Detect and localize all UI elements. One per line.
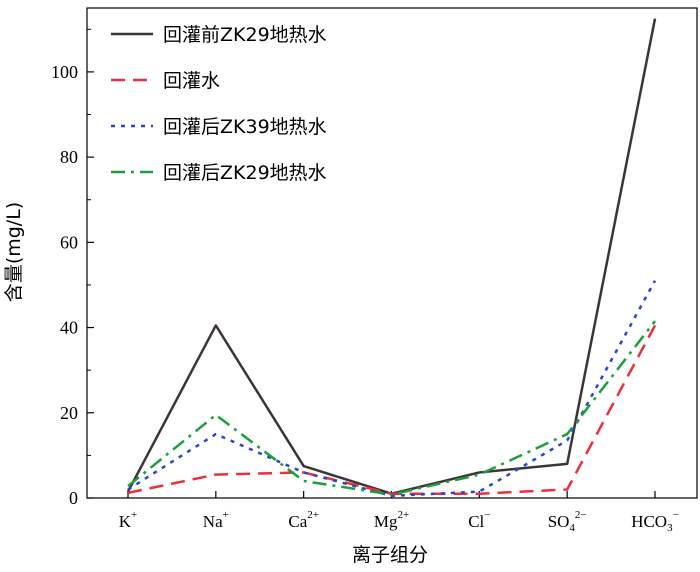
x-tick-label: SO42− bbox=[548, 509, 587, 534]
y-tick-label: 20 bbox=[60, 403, 78, 423]
x-tick-label: Ca2+ bbox=[288, 509, 319, 531]
y-tick-label: 60 bbox=[60, 232, 78, 252]
series-line-3 bbox=[127, 280, 657, 498]
legend-label-3: 回灌后ZK39地热水 bbox=[163, 116, 327, 138]
x-tick-label: K+ bbox=[119, 509, 138, 531]
x-tick-label: Cl− bbox=[468, 509, 490, 531]
y-tick-label: 0 bbox=[69, 488, 78, 508]
y-tick-label: 100 bbox=[51, 62, 78, 82]
y-axis-label: 含量(mg/L) bbox=[3, 202, 25, 302]
y-tick-label: 80 bbox=[60, 147, 78, 167]
series-lines bbox=[126, 18, 657, 498]
x-axis-label: 离子组分 bbox=[352, 544, 428, 566]
legend-label-4: 回灌后ZK29地热水 bbox=[163, 162, 327, 184]
legend-label-1: 回灌前ZK29地热水 bbox=[163, 24, 327, 46]
legend-label-2: 回灌水 bbox=[163, 70, 220, 92]
series-line-4 bbox=[127, 320, 656, 496]
series-line-2 bbox=[127, 324, 657, 495]
x-tick-label: HCO3− bbox=[631, 509, 679, 534]
x-tick-label: Na+ bbox=[203, 509, 229, 531]
x-tick-label: Mg2+ bbox=[374, 509, 409, 531]
y-tick-label: 40 bbox=[60, 318, 78, 338]
